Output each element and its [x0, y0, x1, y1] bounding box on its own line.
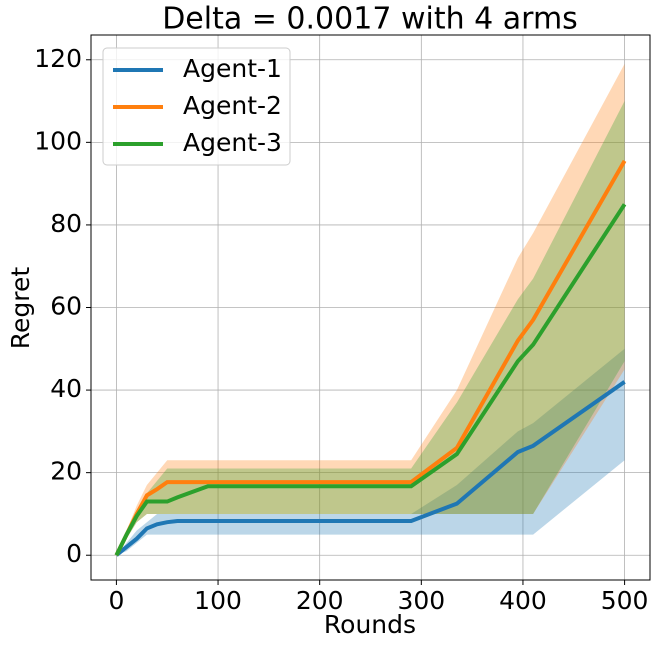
x-tick-label: 0 [108, 586, 124, 615]
legend-label: Agent-2 [183, 91, 282, 120]
legend-label: Agent-1 [183, 54, 282, 83]
confidence-band [116, 348, 625, 556]
x-axis-label: Rounds [324, 610, 416, 639]
x-tick-label: 300 [397, 586, 445, 615]
legend-box [102, 47, 291, 166]
x-tick-label: 100 [194, 586, 242, 615]
y-tick-label: 60 [50, 292, 82, 321]
plot-frame [90, 34, 651, 581]
confidence-band [116, 101, 625, 556]
x-tick-label: 500 [601, 586, 649, 615]
y-tick-label: 20 [50, 457, 82, 486]
x-tick-label: 200 [296, 586, 344, 615]
y-tick-label: 100 [34, 126, 82, 155]
legend-label: Agent-3 [183, 128, 282, 157]
chart-title: Delta = 0.0017 with 4 arms [162, 2, 578, 37]
y-tick-label: 80 [50, 209, 82, 238]
confidence-band [116, 63, 625, 556]
y-tick-label: 40 [50, 374, 82, 403]
series-line [115, 380, 626, 557]
y-axis-label: Regret [6, 267, 35, 350]
x-tick-label: 400 [499, 586, 547, 615]
y-tick-label: 120 [34, 44, 82, 73]
y-tick-label: 0 [66, 539, 82, 568]
series-line [114, 203, 627, 557]
